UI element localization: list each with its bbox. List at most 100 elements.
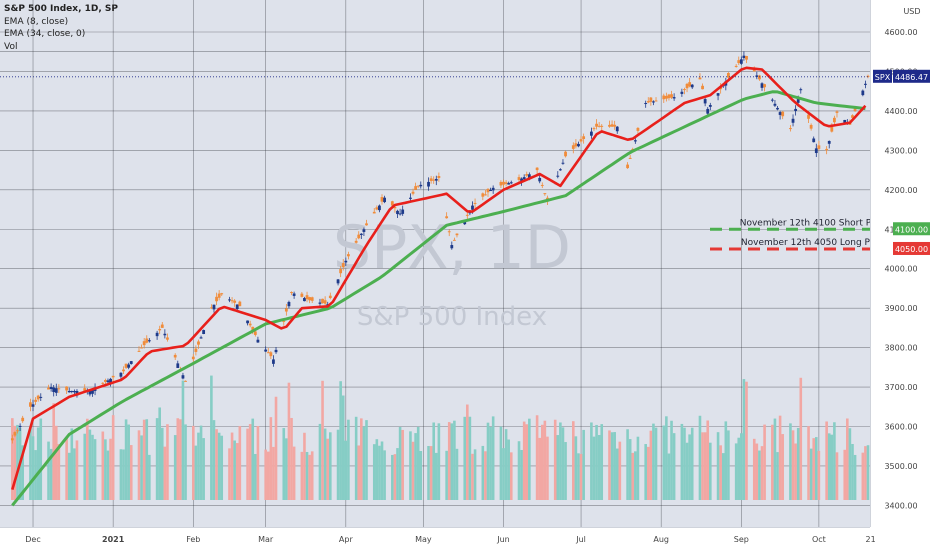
volume-bar: [600, 424, 604, 500]
candle-body: [158, 328, 162, 331]
candle-body: [67, 390, 71, 393]
volume-bar: [776, 452, 779, 500]
candle-body: [215, 296, 218, 302]
volume-bars: [11, 375, 870, 500]
volume-bar: [502, 448, 505, 500]
volume-bar: [608, 430, 611, 500]
volume-bar: [106, 450, 110, 500]
volume-bar: [109, 438, 112, 500]
candle-body: [354, 240, 358, 243]
candle-body: [861, 90, 865, 96]
last-price-value-bg: [893, 69, 930, 83]
volume-bar: [453, 420, 456, 500]
volume-bar: [636, 436, 640, 500]
volume-bar: [634, 451, 637, 500]
volume-bar: [13, 425, 17, 500]
volume-bar: [507, 439, 510, 500]
candle-body: [13, 432, 17, 436]
volume-bar: [251, 418, 255, 500]
volume-bar: [75, 440, 79, 500]
candle-body: [145, 338, 149, 343]
candle-body: [390, 201, 394, 206]
volume-bar: [202, 438, 205, 500]
volume-bar: [67, 452, 71, 500]
volume-bar: [758, 450, 761, 500]
candle-body: [579, 139, 583, 142]
candle-body: [235, 304, 239, 310]
volume-bar: [773, 418, 777, 500]
volume-bar: [101, 431, 105, 500]
volume-bar: [305, 451, 309, 500]
candle-body: [708, 104, 712, 107]
axis-unit: USD: [903, 7, 920, 16]
volume-bar: [427, 446, 430, 500]
candle-body: [10, 438, 14, 441]
volume-bar: [538, 437, 541, 500]
candle-body: [308, 297, 312, 301]
candle-body: [70, 390, 74, 392]
volume-bar: [396, 448, 399, 500]
candle-body: [362, 229, 366, 232]
candle-body: [383, 197, 386, 203]
candle-body: [504, 182, 508, 184]
volume-bar: [703, 432, 707, 500]
candle-body: [419, 184, 423, 187]
candle-body: [664, 95, 668, 99]
candle-body: [396, 210, 399, 215]
candle-body: [173, 354, 177, 358]
candle-body: [233, 300, 237, 303]
volume-bar: [254, 453, 257, 500]
volume-bar: [706, 420, 710, 500]
volume-bar: [796, 427, 800, 500]
candle-body: [398, 213, 402, 215]
legend-ema-34: EMA (34, close, 0): [4, 29, 86, 39]
candle-body: [365, 223, 368, 226]
volume-bar: [833, 422, 836, 500]
volume-bar: [238, 426, 242, 500]
volume-bar: [789, 423, 792, 500]
candle-body: [773, 103, 777, 106]
candle-body: [600, 125, 604, 127]
volume-bar: [124, 419, 128, 500]
candle-body: [827, 140, 831, 144]
candle-body: [843, 119, 847, 123]
candle-body: [49, 387, 53, 389]
volume-bar: [401, 429, 404, 500]
volume-bar: [520, 449, 523, 500]
candle-body: [292, 293, 296, 296]
candle-body: [209, 307, 213, 309]
candle-body: [706, 108, 710, 114]
candle-body: [763, 84, 766, 88]
volume-bar: [230, 432, 234, 500]
volume-bar: [341, 395, 345, 500]
candle-body: [652, 101, 655, 103]
candle-body: [522, 177, 526, 180]
volume-bar: [755, 443, 759, 500]
volume-bar: [191, 425, 195, 500]
ema-34-line: [11, 90, 866, 507]
volume-bar: [509, 452, 513, 500]
candle-body: [375, 207, 379, 210]
candle-body: [776, 107, 779, 110]
candle-body: [745, 55, 748, 60]
volume-bar: [455, 448, 459, 500]
volume-bar: [414, 433, 417, 500]
volume-bar: [597, 435, 601, 500]
volume-bar: [137, 430, 141, 500]
volume-bar: [447, 422, 451, 500]
volume-bar: [47, 441, 50, 500]
volume-bar: [763, 424, 766, 500]
candle-body: [155, 332, 159, 337]
volume-bar: [163, 446, 167, 500]
candle-body: [739, 59, 743, 64]
x-tick-label: Feb: [186, 535, 200, 544]
last-price-symbol-bg: [873, 69, 892, 83]
candle-body: [471, 205, 474, 210]
candle-body: [752, 69, 756, 72]
volume-bar: [613, 432, 616, 500]
volume-bar: [104, 439, 107, 500]
candle-body: [104, 379, 107, 382]
candle-body: [701, 85, 704, 90]
